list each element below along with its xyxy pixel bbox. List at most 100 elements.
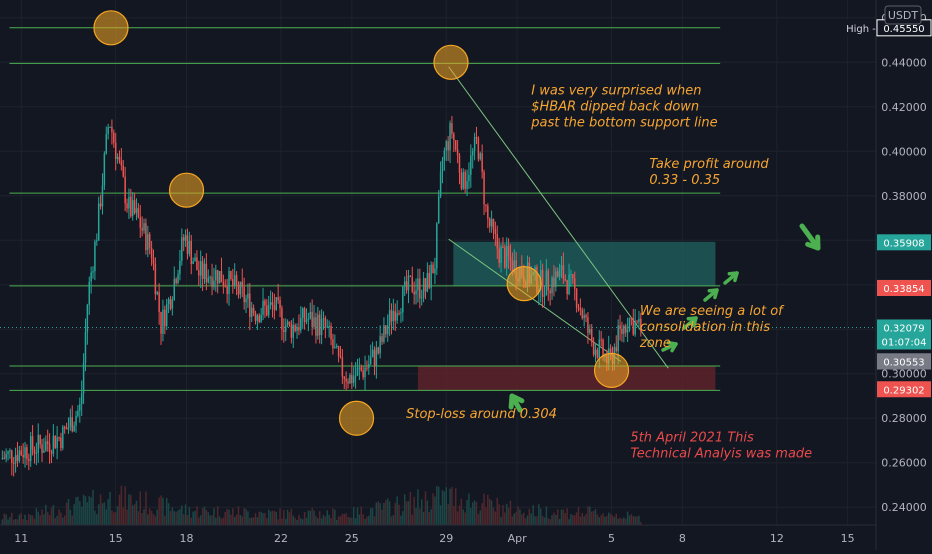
candle-body	[29, 436, 32, 461]
candle-body	[577, 307, 580, 309]
volume-bar	[105, 509, 108, 525]
volume-bar	[609, 513, 612, 525]
candle-body	[284, 325, 287, 332]
volume-bar	[20, 513, 23, 525]
candle-body	[470, 155, 472, 175]
zone-rect	[417, 365, 716, 391]
candle-body	[488, 218, 491, 227]
candle-body	[475, 137, 478, 139]
volume-bar	[48, 514, 51, 525]
candle-body	[453, 133, 455, 141]
time-axis[interactable]: 11 15 18 22 25 29 Apr 5 8 12 15	[0, 524, 876, 545]
candle-body	[505, 245, 508, 268]
price-badge-label: High -	[846, 24, 876, 35]
candle-body	[173, 279, 176, 300]
candle-body	[371, 349, 374, 358]
volume-bar	[504, 512, 506, 525]
candle-body	[90, 272, 92, 282]
candle-body	[583, 315, 585, 319]
y-tick-label: 0.28000	[881, 412, 927, 425]
volume-bar	[443, 491, 446, 525]
candle-body	[9, 450, 11, 452]
candle-body	[290, 324, 293, 338]
candle-body	[88, 281, 91, 305]
volume-bar	[154, 516, 157, 525]
candle-body	[394, 311, 397, 321]
volume-bar	[156, 509, 159, 525]
candle-body	[179, 260, 181, 275]
candle-body	[271, 302, 274, 306]
candle-body	[600, 339, 602, 341]
volume-bar	[290, 508, 293, 525]
candle-body	[145, 223, 147, 251]
volume-bar	[256, 517, 259, 525]
pivot-circle	[506, 266, 542, 302]
annotation-text: past the bottom support line	[530, 116, 717, 131]
candle-body	[92, 271, 94, 273]
candle-body	[481, 153, 483, 172]
candle-body	[386, 325, 389, 335]
volume-bar	[69, 509, 72, 525]
volume-bar	[477, 513, 480, 525]
candle-body	[300, 317, 302, 331]
volume-bar	[636, 516, 638, 525]
volume-bar	[536, 516, 538, 525]
volume-bar	[139, 491, 142, 525]
candle-body	[490, 218, 493, 227]
candle-body	[360, 367, 363, 371]
price-badge-box	[877, 319, 931, 350]
candle-body	[409, 275, 412, 277]
volume-bar	[458, 505, 461, 525]
candle-body	[45, 441, 47, 451]
candle-body	[594, 349, 597, 355]
candle-body	[224, 285, 227, 287]
volume-bar	[349, 517, 351, 525]
candle-body	[318, 314, 321, 335]
volume-bar	[592, 510, 595, 525]
candle-body	[362, 370, 364, 378]
arrows	[508, 223, 821, 413]
volume-bar	[118, 494, 121, 525]
volume-bar	[203, 506, 206, 525]
volume-bar	[579, 516, 582, 525]
candle-body	[281, 308, 283, 330]
candle-body	[167, 299, 170, 304]
candle-body	[75, 415, 77, 426]
price-badge: 0.32079 01:07:04	[877, 319, 931, 350]
volume-bar	[445, 487, 448, 525]
candle-body	[422, 278, 425, 298]
currency-badge[interactable]: USDT	[884, 5, 922, 25]
volume-bar	[560, 509, 563, 525]
volume-bar	[632, 516, 635, 525]
candle-body	[364, 367, 366, 378]
volume-bar	[73, 504, 75, 525]
volume-bar	[630, 514, 633, 525]
volume-bar	[50, 507, 53, 525]
volume-bar	[407, 501, 410, 525]
candle-body	[466, 181, 468, 189]
candle-body	[105, 134, 108, 154]
pivot-circle	[93, 10, 129, 46]
volume-bar	[471, 502, 474, 525]
candle-body	[456, 149, 459, 156]
volume-bar	[530, 513, 533, 525]
candle-body	[222, 282, 225, 286]
volume-bar	[573, 515, 576, 525]
candle-body	[60, 437, 62, 449]
volume-bar	[80, 506, 83, 525]
volume-bar	[479, 510, 482, 525]
candle-body	[150, 247, 153, 259]
candle-body	[48, 443, 51, 452]
price-axis[interactable]: 0.460000.440000.420000.400000.380000.360…	[875, 0, 932, 550]
candle-body	[67, 427, 70, 430]
volume-bar	[222, 517, 225, 525]
volume-bar	[437, 486, 440, 525]
volume-bar	[487, 494, 489, 525]
candle-body	[617, 325, 619, 352]
volume-bar	[309, 510, 312, 525]
candle-body	[50, 451, 53, 454]
volume-bar	[551, 515, 553, 525]
volume-bar	[394, 502, 397, 525]
